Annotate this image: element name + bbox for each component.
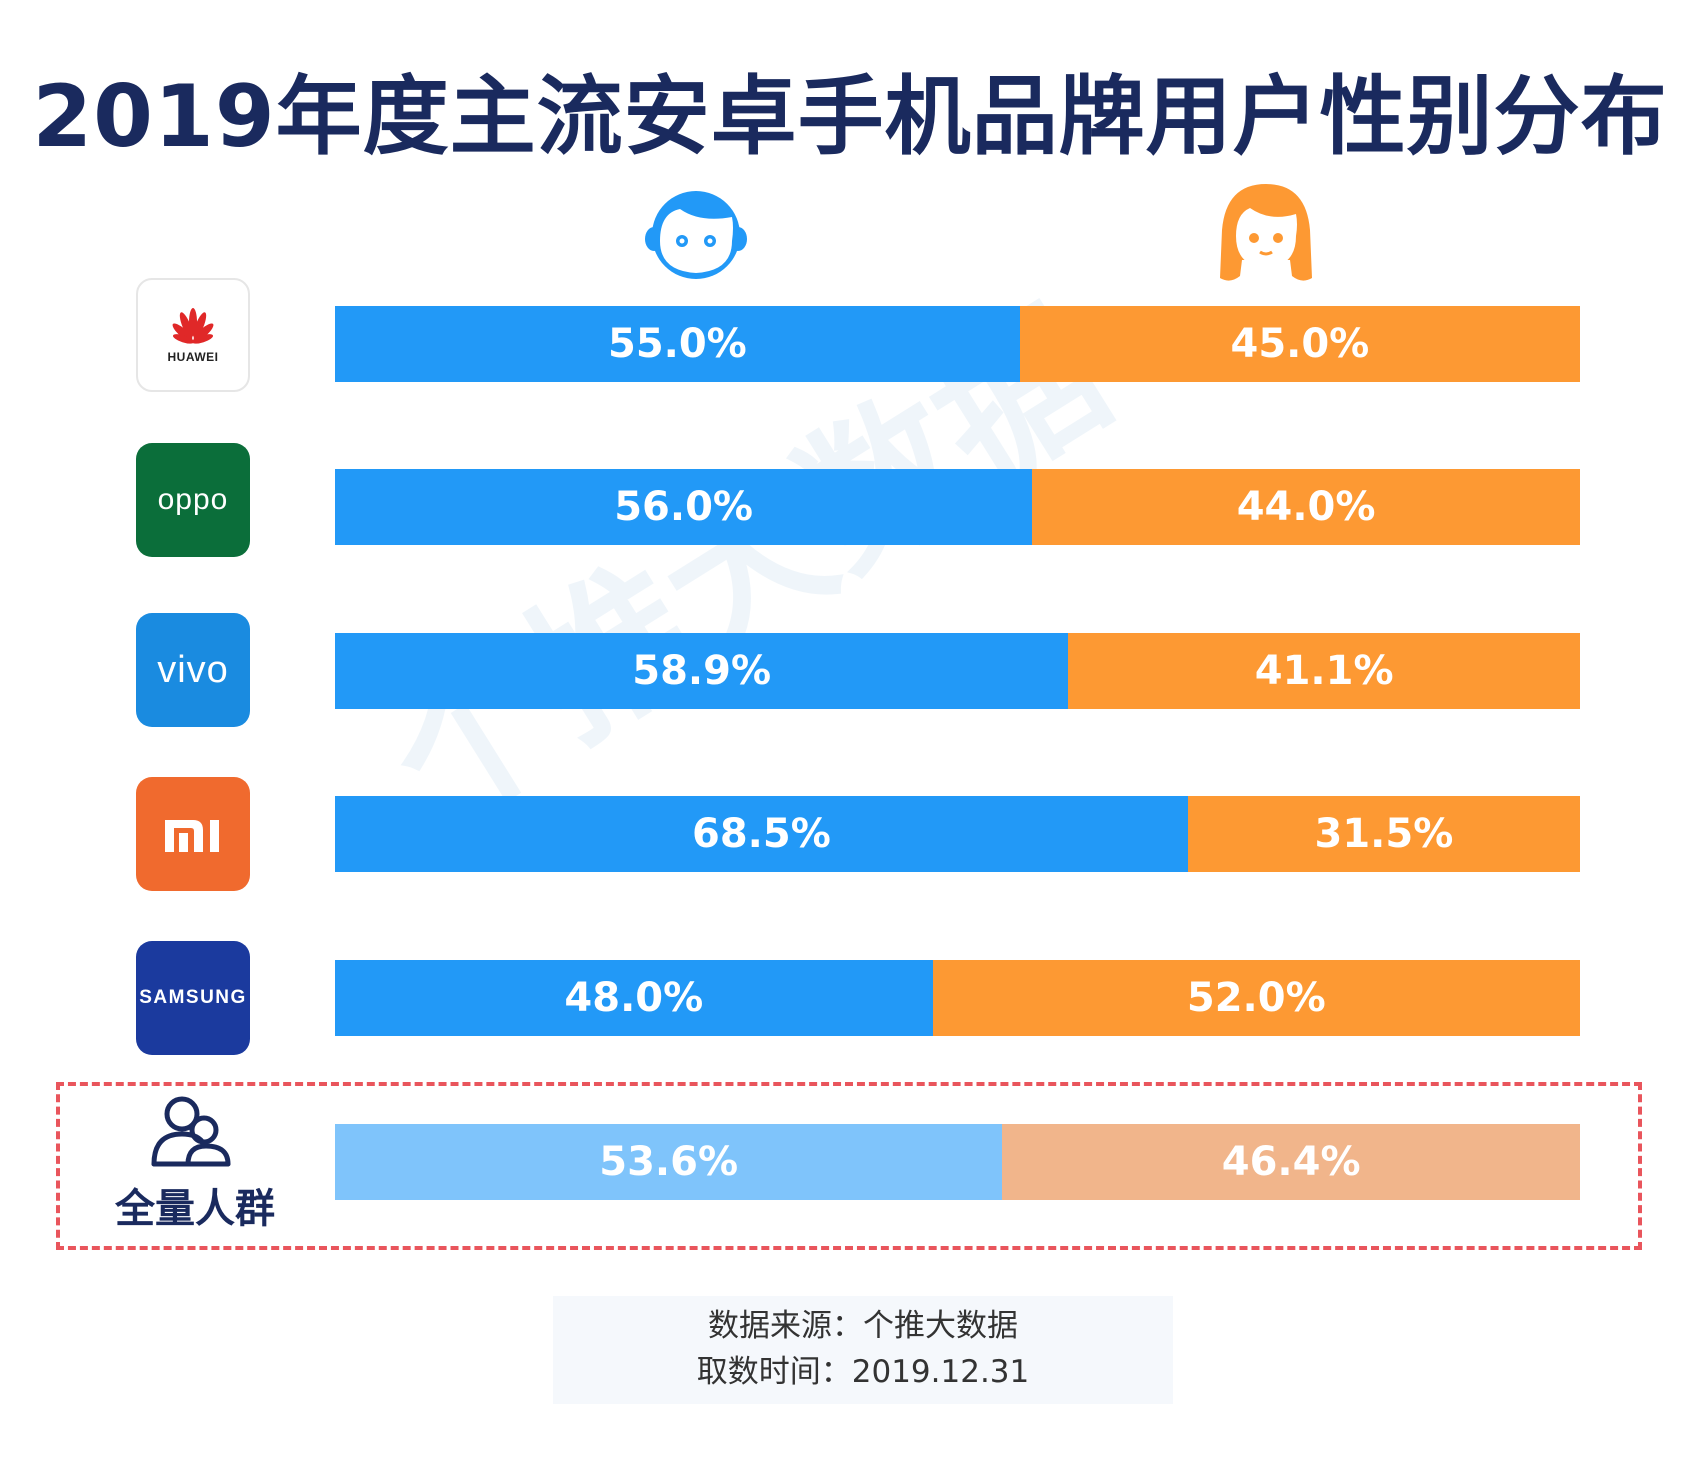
people-group-icon bbox=[151, 1096, 231, 1167]
girl-face-icon bbox=[1220, 184, 1312, 281]
bar-row-4: 68.5% 31.5% bbox=[335, 796, 1580, 872]
bar-female: 44.0% bbox=[1032, 469, 1580, 545]
bar-row-6: 53.6% 46.4% bbox=[335, 1124, 1580, 1200]
bar-male: 56.0% bbox=[335, 469, 1033, 545]
bar-row-2: 56.0% 44.0% bbox=[335, 469, 1580, 545]
samsung-text: SAMSUNG bbox=[139, 987, 247, 1008]
huawei-logo: HUAWEI bbox=[136, 278, 250, 392]
oppo-logo: oppo bbox=[136, 443, 250, 557]
bar-male: 53.6% bbox=[335, 1124, 1003, 1200]
data-date: 取数时间：2019.12.31 bbox=[696, 1354, 1030, 1390]
vivo-logo: vivo bbox=[136, 613, 250, 727]
boy-face-icon bbox=[645, 191, 747, 279]
mi-logo: mi bbox=[136, 777, 250, 891]
source-box: 数据来源：个推大数据 取数时间：2019.12.31 bbox=[553, 1296, 1173, 1404]
bar-male: 68.5% bbox=[335, 796, 1188, 872]
bar-female: 31.5% bbox=[1187, 796, 1580, 872]
mi-letters-icon bbox=[165, 820, 219, 852]
bar-row-1: 55.0% 45.0% bbox=[335, 306, 1580, 382]
huawei-petals-icon bbox=[172, 308, 214, 344]
bar-female: 45.0% bbox=[1019, 306, 1580, 382]
bar-female: 46.4% bbox=[1002, 1124, 1580, 1200]
total-highlight-box bbox=[56, 1082, 1642, 1250]
huawei-text: HUAWEI bbox=[167, 350, 219, 364]
chart-title: 2019年度主流安卓手机品牌用户性别分布 bbox=[32, 67, 1668, 167]
bar-male: 48.0% bbox=[335, 960, 933, 1036]
bar-male: 58.9% bbox=[335, 633, 1069, 709]
data-source: 数据来源：个推大数据 bbox=[708, 1308, 1018, 1344]
bar-male: 55.0% bbox=[335, 306, 1020, 382]
bar-female: 41.1% bbox=[1068, 633, 1580, 709]
bar-row-3: 58.9% 41.1% bbox=[335, 633, 1580, 709]
total-label: 全量人群 bbox=[115, 1186, 275, 1232]
bar-female: 52.0% bbox=[932, 960, 1580, 1036]
samsung-logo: SAMSUNG bbox=[136, 941, 250, 1055]
vivo-text: vivo bbox=[157, 648, 229, 691]
bar-row-5: 48.0% 52.0% bbox=[335, 960, 1580, 1036]
oppo-text: oppo bbox=[157, 483, 229, 516]
